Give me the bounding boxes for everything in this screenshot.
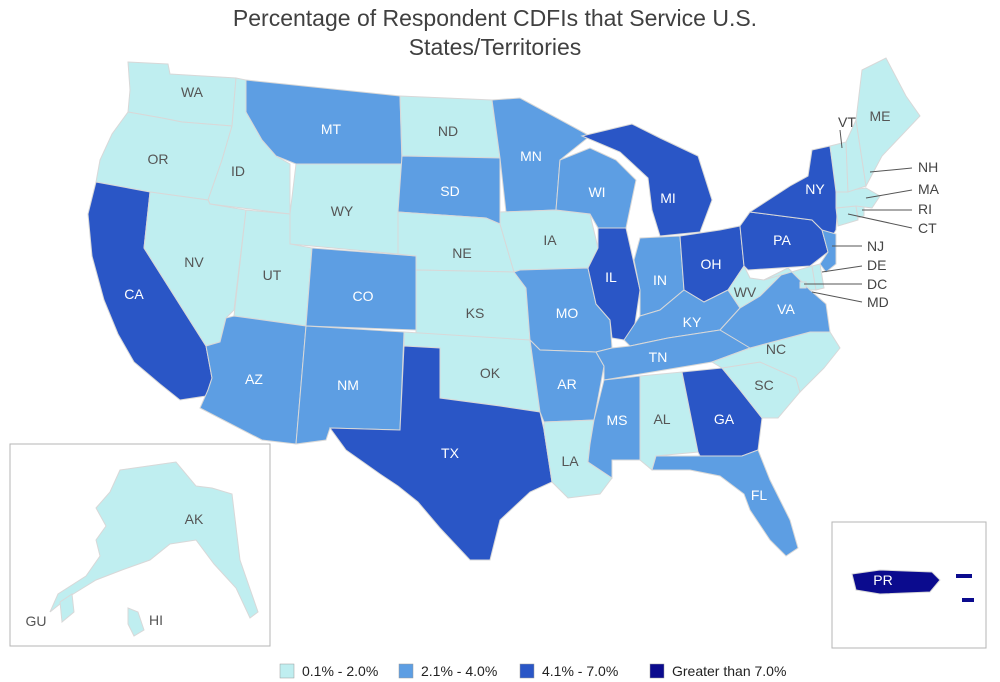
state-label-ky: KY (683, 314, 702, 330)
state-label-wv: WV (734, 284, 757, 300)
legend-swatch-4 (649, 663, 665, 679)
state-labels: WA OR CA ID NV MT WY UT AZ CO NM ND SD NE KS OK TX MN IA MO… (26, 84, 940, 629)
state-label-ne: NE (452, 245, 471, 261)
state-label-ri: RI (918, 201, 932, 217)
state-label-nm: NM (337, 377, 359, 393)
state-label-ny: NY (805, 181, 825, 197)
state-label-nc: NC (766, 341, 786, 357)
state-label-la: LA (561, 453, 579, 469)
state-label-ak: AK (185, 511, 204, 527)
state-ct (835, 205, 859, 227)
state-label-az: AZ (245, 371, 263, 387)
state-label-fl: FL (751, 487, 768, 503)
state-tx (328, 345, 553, 561)
state-ar (529, 338, 605, 423)
state-label-ca: CA (124, 286, 144, 302)
state-label-ks: KS (466, 305, 485, 321)
state-label-me: ME (870, 108, 891, 124)
state-label-ct: CT (918, 220, 937, 236)
state-label-ga: GA (714, 411, 735, 427)
state-dc (799, 281, 807, 289)
state-label-nv: NV (184, 254, 204, 270)
state-label-md: MD (867, 294, 889, 310)
state-il (587, 227, 641, 341)
state-label-co: CO (353, 288, 374, 304)
map-title: Percentage of Respondent CDFIs that Serv… (180, 4, 810, 62)
ct-leader-line (847, 213, 913, 229)
state-label-in: IN (653, 272, 667, 288)
state-label-nd: ND (438, 123, 458, 139)
state-label-tn: TN (649, 349, 668, 365)
state-label-sc: SC (754, 377, 773, 393)
state-label-ia: IA (543, 232, 557, 248)
state-wy (289, 163, 403, 255)
legend-label-3: 4.1% - 7.0% (542, 663, 618, 679)
state-label-oh: OH (701, 256, 722, 272)
state-label-nj: NJ (867, 238, 884, 254)
state-label-mt: MT (321, 121, 342, 137)
state-label-hi: HI (149, 612, 163, 628)
legend-label-2: 2.1% - 4.0% (421, 663, 497, 679)
state-label-ar: AR (557, 376, 576, 392)
state-label-nh: NH (918, 159, 938, 175)
state-me (855, 57, 921, 188)
state-label-or: OR (148, 151, 169, 167)
legend-swatch-1 (279, 663, 295, 679)
state-ma (835, 187, 881, 209)
de-leader-line (821, 265, 863, 273)
state-label-pr: PR (873, 572, 892, 588)
legend-swatch-2 (398, 663, 414, 679)
state-label-mi: MI (660, 190, 676, 206)
state-ak (49, 461, 259, 619)
legend-swatch-3 (519, 663, 535, 679)
state-label-pa: PA (773, 232, 791, 248)
state-hi (127, 607, 145, 637)
state-label-tx: TX (441, 445, 460, 461)
state-fl (651, 449, 799, 557)
pr-islet-east (956, 574, 972, 578)
state-label-mo: MO (556, 305, 579, 321)
state-label-dc: DC (867, 276, 887, 292)
md-leader-line (811, 291, 863, 303)
state-label-al: AL (653, 411, 670, 427)
state-label-il: IL (605, 269, 617, 285)
state-label-wy: WY (331, 203, 354, 219)
state-gu (59, 593, 75, 623)
state-nj (819, 229, 837, 273)
state-pr (851, 569, 941, 595)
state-nv (143, 191, 247, 347)
title-line-1: Percentage of Respondent CDFIs that Serv… (232, 5, 758, 31)
nh-leader-line (869, 167, 913, 173)
state-mi (580, 123, 713, 237)
state-label-ok: OK (480, 365, 501, 381)
state-label-mn: MN (520, 148, 542, 164)
state-label-wa: WA (181, 84, 204, 100)
state-label-ut: UT (263, 267, 282, 283)
ma-leader-line (865, 189, 913, 199)
state-label-ma: MA (918, 181, 940, 197)
state-label-ms: MS (607, 412, 628, 428)
state-label-wi: WI (588, 184, 605, 200)
state-label-sd: SD (440, 183, 459, 199)
vt-leader-line (839, 129, 843, 149)
legend-label-1: 0.1% - 2.0% (302, 663, 378, 679)
state-label-gu: GU (26, 613, 47, 629)
pr-islet-south (962, 598, 974, 602)
state-label-va: VA (777, 301, 795, 317)
legend-label-4: Greater than 7.0% (672, 663, 786, 679)
state-label-vt: VT (838, 114, 856, 130)
title-line-2: States/Territories (408, 34, 582, 60)
map-legend: 0.1% - 2.0% 2.1% - 4.0% 4.1% - 7.0% Greater… (279, 663, 786, 679)
state-label-de: DE (867, 257, 886, 273)
state-md (763, 265, 817, 291)
state-label-id: ID (231, 163, 245, 179)
